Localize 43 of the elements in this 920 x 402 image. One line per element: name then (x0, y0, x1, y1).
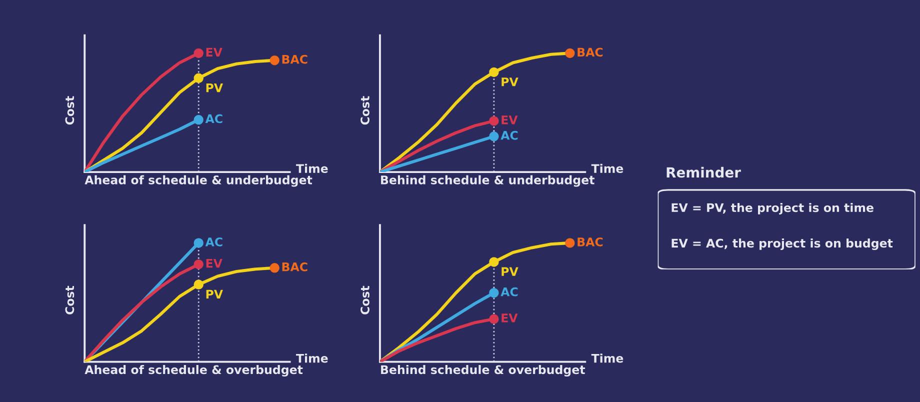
y-axis-title: Cost (360, 96, 370, 125)
annotation: BAC (578, 237, 603, 246)
point (489, 257, 499, 267)
point (194, 280, 204, 290)
y-axis-title: Cost (65, 286, 74, 314)
text: Ahead of schedule & overbudget (84, 365, 303, 377)
point (489, 67, 499, 78)
annotation: BAC (282, 262, 308, 272)
x-axis-title: Time (296, 164, 328, 173)
series-label: PV (206, 290, 223, 298)
series-label: AC (500, 287, 518, 296)
series-label: EV (206, 258, 222, 268)
y-axis-title: Cost (360, 286, 370, 314)
text: Reminder (666, 166, 741, 178)
point (489, 116, 499, 126)
text: Ahead of schedule & underbudget (84, 175, 312, 187)
point (489, 314, 499, 324)
text: Behind schedule & overbudget (381, 365, 586, 377)
series-label: PV (502, 78, 518, 86)
series-label: PV (206, 84, 223, 92)
text: EV = PV, the project is on time (672, 202, 874, 214)
x-axis-title: Time (591, 354, 624, 363)
point (194, 73, 204, 84)
x-axis-title: Time (296, 354, 328, 363)
series-label: PV (502, 267, 518, 276)
text: EV = AC, the project is on budget (672, 238, 893, 250)
x-axis-title: Time (591, 164, 624, 173)
point (194, 48, 204, 58)
series-label: AC (500, 130, 518, 140)
series-label: EV (502, 314, 518, 322)
series-label: AC (205, 237, 222, 246)
point (194, 238, 204, 248)
point (194, 114, 204, 125)
point (194, 259, 204, 270)
y-axis-title: Cost (65, 96, 74, 125)
series-label: EV (502, 116, 518, 124)
annotation: BAC (282, 54, 308, 64)
series-label: EV (206, 48, 222, 56)
point (489, 288, 499, 298)
annotation: BAC (578, 48, 603, 57)
point (489, 132, 499, 142)
text: Behind schedule & underbudget (381, 175, 594, 187)
series-label: AC (205, 114, 222, 124)
